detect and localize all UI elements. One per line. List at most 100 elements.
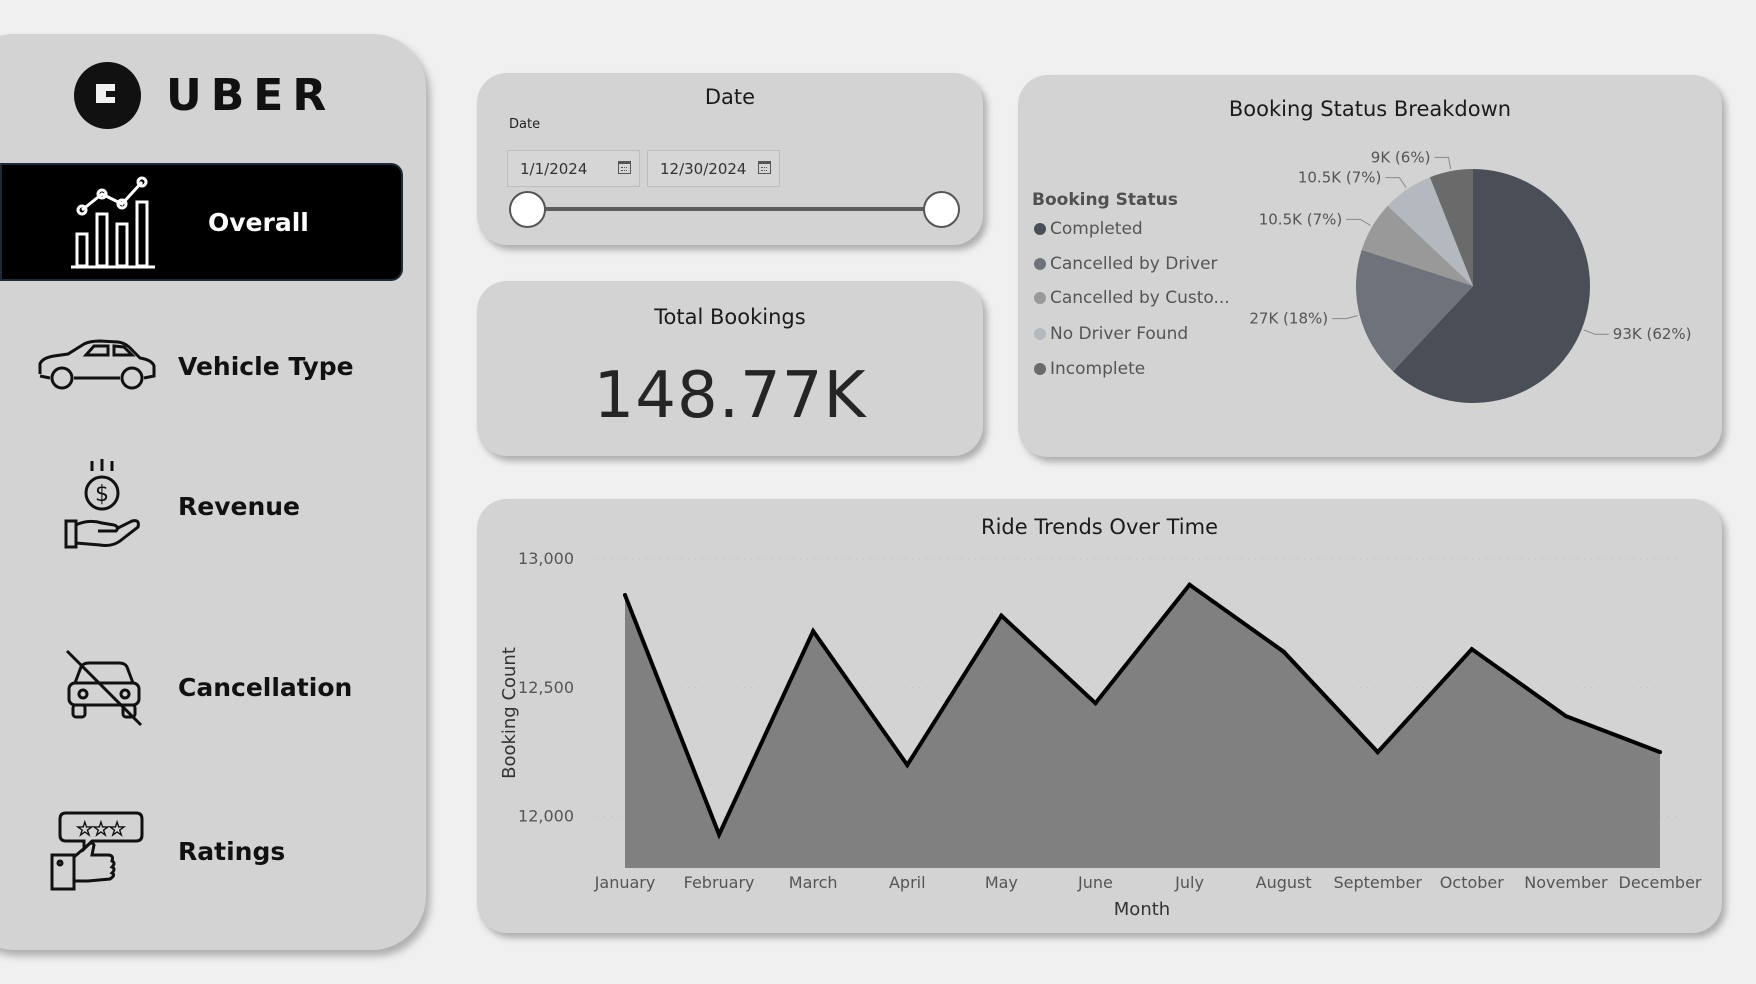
legend-label: Cancelled by Custo... [1050, 288, 1230, 308]
legend-label: No Driver Found [1050, 324, 1189, 344]
data-point[interactable] [1093, 701, 1098, 706]
start-date-value: 1/1/2024 [520, 159, 588, 178]
date-field-label: Date [509, 117, 541, 132]
legend-item[interactable]: Incomplete [1034, 359, 1145, 379]
nav-item-revenue[interactable]: $ Revenue [0, 447, 403, 565]
data-point[interactable] [1375, 750, 1380, 755]
calendar-icon[interactable] [758, 161, 771, 174]
trend-line [623, 582, 1661, 840]
ride-trends-title: Ride Trends Over Time [980, 515, 1219, 539]
nav-item-vehicle-type[interactable]: Vehicle Type [0, 307, 403, 425]
end-date-value: 12/30/2024 [660, 159, 747, 178]
end-date-input[interactable]: 12/30/2024 [647, 150, 780, 187]
legend-item[interactable]: Completed [1034, 219, 1143, 239]
pie-slice[interactable] [1361, 205, 1473, 286]
total-bookings-title: Total Bookings [654, 305, 806, 329]
total-bookings-value: 148.77K [593, 359, 867, 433]
y-axis-title: Booking Count [499, 647, 520, 779]
bar-chart-trend-icon [50, 174, 176, 270]
pie-slice[interactable] [1392, 169, 1590, 403]
x-tick-label: October [1440, 873, 1504, 892]
data-point[interactable] [1281, 649, 1286, 654]
calendar-icon[interactable] [618, 161, 631, 174]
pie-label-leader [1385, 177, 1407, 188]
data-point[interactable] [623, 593, 627, 598]
svg-text:★★★: ★★★ [77, 819, 125, 840]
y-tick-label: 13,000 [518, 549, 574, 568]
uber-logo-mark-icon [74, 62, 141, 129]
data-point[interactable] [1187, 582, 1192, 587]
x-axis-title: Month [1114, 899, 1170, 920]
x-tick-label: May [985, 873, 1018, 892]
legend-label: Completed [1050, 219, 1143, 239]
ride-trends-card: Ride Trends Over Time 12,000 12,500 13,000… [477, 499, 1722, 933]
legend-swatch [1034, 223, 1046, 235]
uber-logo: UBER [74, 62, 335, 129]
nav-label: Revenue [178, 491, 301, 521]
data-point[interactable] [1469, 647, 1474, 652]
area-fill [625, 584, 1660, 868]
total-bookings-card: Total Bookings 148.77K [477, 281, 983, 456]
x-tick-label: August [1256, 873, 1312, 892]
nav-label: Cancellation [178, 672, 353, 702]
nav-item-ratings[interactable]: ★★★ Ratings [0, 792, 403, 910]
x-tick-label: July [1174, 873, 1204, 892]
x-tick-label: February [684, 873, 755, 892]
pie-data-label: 93K (62%) [1613, 325, 1692, 343]
date-range-end-handle[interactable] [922, 191, 960, 228]
pie-label-leader [1434, 156, 1452, 170]
y-tick-label: 12,500 [518, 678, 574, 697]
data-point[interactable] [717, 832, 722, 837]
nav-label: Ratings [178, 836, 286, 866]
pie-slice[interactable] [1356, 249, 1473, 372]
pie-label-leader [1583, 329, 1609, 335]
legend-swatch [1034, 258, 1046, 270]
date-slicer-card: Date Date 1/1/2024 12/30/2024 [477, 73, 983, 245]
nav-label: Overall [208, 207, 309, 237]
legend-title: Booking Status [1032, 190, 1178, 210]
data-point[interactable] [999, 613, 1004, 618]
data-point[interactable] [1658, 750, 1662, 755]
x-tick-label: April [889, 873, 926, 892]
uber-logo-text: UBER [166, 70, 336, 121]
x-tick-label: November [1524, 873, 1608, 892]
legend-item[interactable]: Cancelled by Custo... [1034, 288, 1230, 308]
svg-text:$: $ [95, 482, 109, 507]
date-range-start-handle[interactable] [508, 191, 546, 228]
hand-money-icon: $ [55, 458, 145, 554]
booking-status-pie-chart: 93K (62%) 27K (18%) 10.5K (7%) 10.5K (7%) 9K… [1249, 148, 1692, 403]
y-tick-label: 12,000 [518, 807, 574, 826]
legend-swatch [1034, 328, 1046, 340]
data-point[interactable] [811, 629, 816, 634]
nav-item-cancellation[interactable]: Cancellation [0, 628, 403, 746]
date-range-slider-track[interactable] [527, 207, 941, 211]
pie-slice[interactable] [1387, 177, 1473, 286]
legend-item[interactable]: No Driver Found [1034, 324, 1188, 344]
x-tick-label: January [594, 873, 656, 892]
booking-status-title: Booking Status Breakdown [1228, 97, 1512, 121]
nav-item-overall[interactable]: Overall [0, 163, 403, 281]
legend-label: Incomplete [1050, 359, 1146, 379]
ride-trends-area-chart: 12,000 12,500 13,000 January February March Ap… [499, 549, 1702, 920]
x-tick-label: September [1334, 873, 1423, 892]
x-tick-label: June [1077, 873, 1113, 892]
nav-label: Vehicle Type [178, 351, 354, 381]
pie-data-label: 27K (18%) [1249, 310, 1328, 328]
pie-data-label: 10.5K (7%) [1259, 210, 1343, 228]
data-point[interactable] [1563, 714, 1568, 719]
car-icon [32, 318, 162, 414]
x-tick-label: December [1619, 873, 1702, 892]
legend-swatch [1034, 292, 1046, 304]
start-date-input[interactable]: 1/1/2024 [507, 150, 640, 187]
pie-label-leader [1332, 315, 1358, 320]
pie-label-leader [1346, 218, 1371, 226]
data-point[interactable] [905, 763, 910, 767]
pie-data-label: 9K (6%) [1371, 148, 1431, 166]
pie-slice[interactable] [1429, 169, 1473, 286]
legend-label: Cancelled by Driver [1050, 254, 1218, 274]
car-cancelled-icon [58, 639, 148, 735]
booking-status-card: Booking Status Breakdown Booking Status … [1018, 75, 1722, 457]
legend-swatch [1034, 363, 1046, 375]
date-slicer-title: Date [704, 85, 756, 109]
legend-item[interactable]: Cancelled by Driver [1034, 254, 1218, 274]
